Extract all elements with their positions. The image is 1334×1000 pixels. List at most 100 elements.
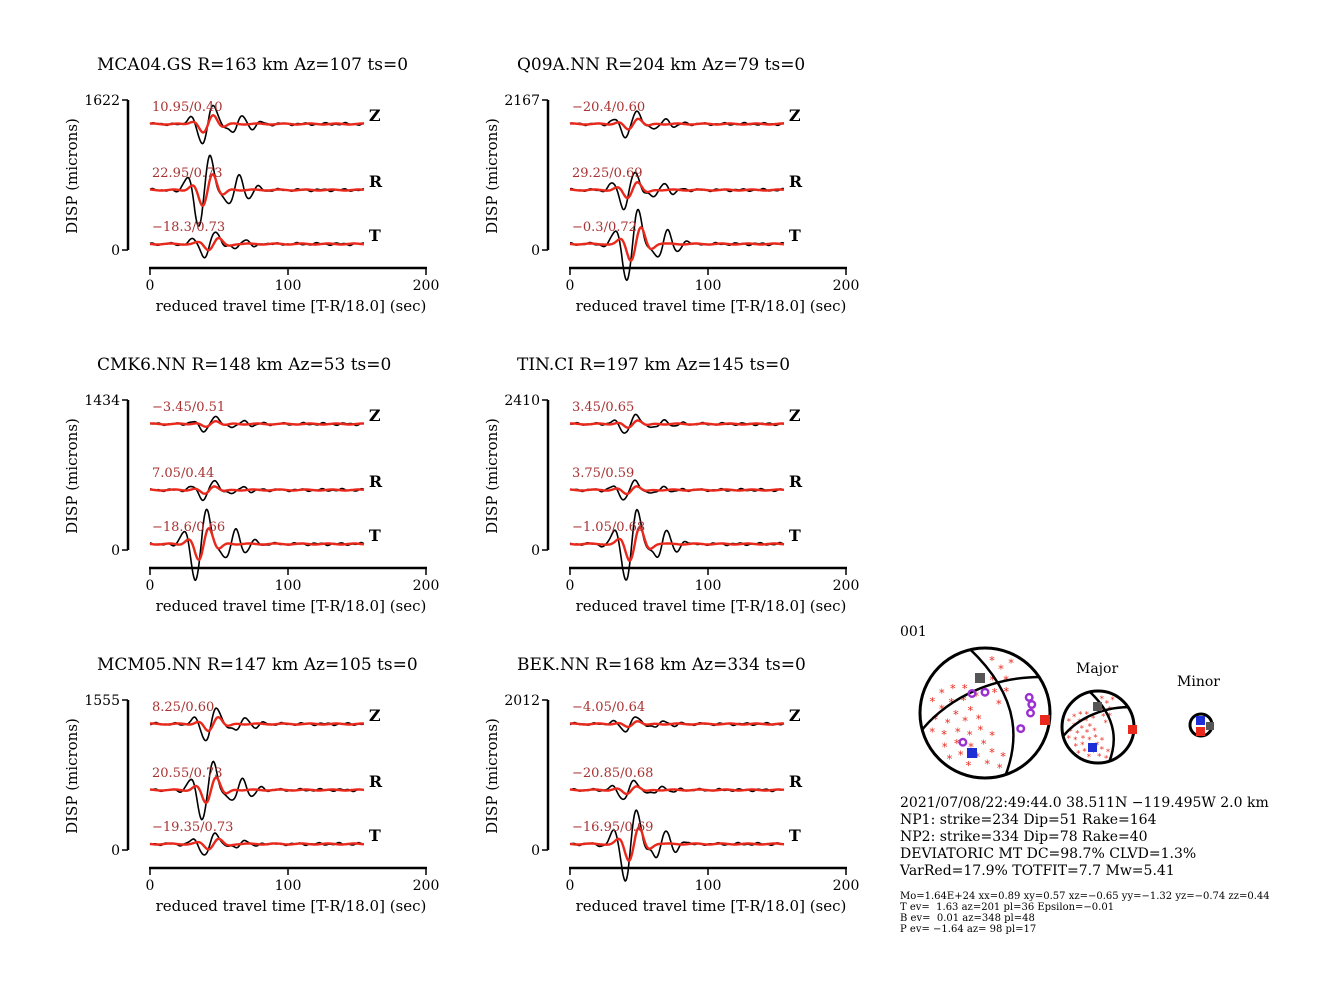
x-tick-label: 200 [413,278,440,294]
compression-star: * [1076,750,1080,759]
component-label: Z [369,106,381,125]
compression-star: * [942,741,948,754]
fit-label: 20.55/0.73 [152,766,223,781]
y-tick-label: 0 [531,243,540,259]
compression-star: * [954,738,960,751]
compression-star: * [1083,747,1087,756]
y-axis-label: DISP (microns) [483,418,501,534]
compression-star: * [1085,711,1089,720]
compression-star: * [962,683,968,696]
station-marker [980,687,990,697]
x-tick-label: 0 [566,578,575,594]
compression-star: * [990,674,996,687]
station-marker [1024,692,1034,702]
waveform-panel: CMK6.NN R=148 km Az=53 ts=0 1434 0 DISP (mi… [63,355,439,615]
y-tick-label: 1434 [84,393,120,409]
compression-star: * [985,758,991,771]
fit-label: −3.45/0.51 [152,400,225,415]
y-tick-label: 0 [111,843,120,859]
component-label: R [369,172,383,191]
compression-star: * [961,695,967,708]
synthetic-trace-z [149,420,364,429]
x-tick-label: 0 [146,878,155,894]
major-label: Major [1076,661,1119,677]
component-label: Z [789,406,801,425]
compression-star: * [981,738,987,751]
station-marker [1026,708,1035,718]
compression-star: * [1084,717,1088,726]
component-label: R [789,772,803,791]
fit-label: −4.05/0.64 [572,700,645,715]
nodal-plane-2 [1062,705,1134,739]
x-axis-label: reduced travel time [T-R/18.0] (sec) [156,897,427,915]
compression-star: * [933,714,939,727]
y-tick-label: 0 [531,543,540,559]
beachball-minor [1188,712,1214,738]
fit-label: −20.4/0.60 [572,100,645,115]
moment-tensor-line-3: B ev= 0.01 az=348 pl=48 [900,913,1035,924]
synthetic-trace-r [149,485,365,495]
fit-label: −18.6/0.66 [152,520,225,535]
x-tick-label: 0 [146,278,155,294]
nodal-plane-1 [967,648,1015,778]
compression-star: * [950,682,956,695]
synthetic-trace-t [569,225,784,263]
compression-star: * [953,708,959,721]
component-label: Z [369,706,381,725]
x-axis-label: reduced travel time [T-R/18.0] (sec) [576,297,847,315]
x-tick-label: 100 [695,578,722,594]
station-marker [1016,724,1026,734]
x-tick-label: 100 [695,278,722,294]
component-label: T [369,226,381,245]
compression-star: * [992,686,998,699]
panel-title: TIN.CI R=197 km Az=145 ts=0 [517,355,790,375]
component-label: R [789,172,803,191]
x-tick-label: 200 [833,878,860,894]
b-axis-marker [975,673,985,683]
compression-star: * [997,762,1003,775]
x-tick-label: 100 [275,578,302,594]
compression-star: * [976,713,982,726]
compression-star: * [1093,734,1097,743]
y-axis-label: DISP (microns) [483,718,501,834]
station-marker [1027,700,1037,710]
y-tick-label: 0 [111,543,120,559]
p-axis-marker [1088,743,1097,752]
component-label: T [789,526,801,545]
waveform-panel: BEK.NN R=168 km Az=334 ts=0 2012 0 DISP (mi… [483,655,859,915]
fit-label: 7.05/0.44 [152,466,214,481]
compression-star: * [1000,751,1006,764]
compression-star: * [1097,752,1101,761]
x-tick-label: 200 [413,578,440,594]
x-tick-label: 0 [566,878,575,894]
synthetic-trace-z [569,117,784,131]
synthetic-trace-t [149,236,364,252]
beachball-outline [918,646,1052,780]
compression-star: * [1004,686,1010,699]
component-label: T [789,226,801,245]
fit-label: 29.25/0.69 [572,166,643,181]
compression-star: * [1085,729,1089,738]
synthetic-trace-z [569,720,784,729]
compression-star: * [966,759,972,772]
compression-star: * [1092,748,1096,757]
moment-tensor-line-1: Mo=1.64E+24 xx=0.89 xy=0.57 xz=−0.65 yy=… [900,891,1270,902]
compression-star: * [1091,715,1095,724]
fit-label: −20.85/0.68 [572,766,653,781]
fit-label: −0.3/0.72 [572,220,637,235]
compression-star: * [1100,746,1104,755]
compression-star: * [947,753,953,766]
panel-title: MCA04.GS R=163 km Az=107 ts=0 [97,55,408,75]
solution-line-5: VarRed=17.9% TOTFIT=7.7 Mw=5.41 [900,863,1175,879]
component-label: R [789,472,803,491]
compression-star: * [930,726,936,739]
panel-title: BEK.NN R=168 km Az=334 ts=0 [517,655,806,675]
compression-star: * [939,687,945,700]
compression-star: * [1073,736,1077,745]
x-axis-label: reduced travel time [T-R/18.0] (sec) [576,897,847,915]
compression-star: * [962,715,968,728]
compression-star: * [1080,725,1084,734]
component-label: T [369,826,381,845]
panel-title: CMK6.NN R=148 km Az=53 ts=0 [97,355,391,375]
